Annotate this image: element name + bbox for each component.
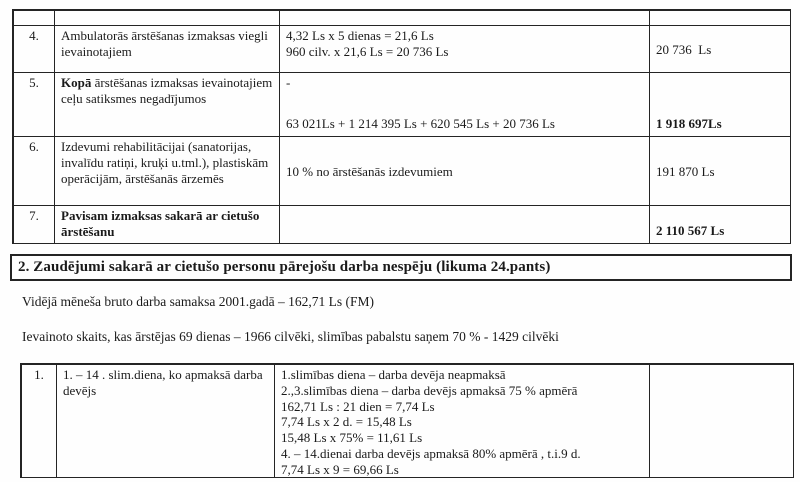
description-cell: Pavisam izmaksas sakarā ar cietušo ārstē… [55,206,280,244]
row-number-cell: 1. [22,365,57,478]
description-cell [55,11,280,26]
stray-dash-mark: - [286,75,291,90]
calc-line: 2.,3.slimības diena – darba devējs apmak… [281,382,578,398]
injured-count-note: Ievainoto skaits, kas ārstējas 69 dienas… [22,329,559,344]
calculation-cell [280,206,650,244]
description-bold-word: Kopā [61,75,92,90]
calculation-cell: 1.slimības diena – darba devēja neapmaks… [275,365,650,478]
description-cell: Izdevumi rehabilitācijai (sanatorijas, i… [55,137,280,206]
calc-line: 162,71 Ls : 21 dien = 7,74 Ls [281,398,435,414]
avg-salary-note: Vidējā mēneša bruto darba samaksa 2001.g… [22,294,374,309]
calculation-cell: 4,32 Ls x 5 dienas = 21,6 Ls 960 cilv. x… [280,26,650,73]
row-number-cell: 5. [14,73,55,137]
amount-cell: 1 918 697Ls [650,73,791,137]
calculation-cell: - 63 021Ls + 1 214 395 Ls + 620 545 Ls +… [280,73,650,137]
amount-cell [650,365,794,478]
section-heading: 2. Zaudējumi sakarā ar cietušo personu p… [18,259,551,275]
amount-cell [650,11,791,26]
calc-line: 4. – 14.dienai darba devējs apmaksā 80% … [281,445,581,461]
row-number-cell: 6. [14,137,55,206]
row-number-cell [14,11,55,26]
calc-line: 15,48 Ls x 75% = 11,61 Ls [281,430,423,446]
calculation-cell: 10 % no ārstēšanās izdevumiem [280,137,650,206]
row-number-cell: 4. [14,26,55,73]
description-text: ārstēšanas izmaksas ievainotajiem ceļu s… [61,75,273,106]
calc-line: 7,74 Ls x 2 d. = 15,48 Ls [281,414,412,430]
calc-line: 1.slimības diena – darba devēja neapmaks… [281,367,506,382]
description-cell: Ambulatorās ārstēšanas izmaksas viegli i… [55,26,280,73]
calc-line: 7,74 Ls x 9 = 69,66 Ls [281,461,399,477]
treatment-costs-table: 4. Ambulatorās ārstēšanas izmaksas viegl… [12,9,791,244]
amount-cell: 20 736 Ls [650,26,791,73]
calc-line: 960 cilv. x 21,6 Ls = 20 736 Ls [286,43,449,59]
description-cell: 1. – 14 . slim.diena, ko apmaksā darba d… [57,365,275,478]
amount-cell: 191 870 Ls [650,137,791,206]
sick-pay-table: 1. 1. – 14 . slim.diena, ko apmaksā darb… [20,363,794,478]
section-heading-box: 2. Zaudējumi sakarā ar cietušo personu p… [10,254,792,281]
calc-line: 4,32 Ls x 5 dienas = 21,6 Ls [286,28,434,43]
calc-line: 63 021Ls + 1 214 395 Ls + 620 545 Ls + 2… [286,116,555,132]
calculation-cell [280,11,650,26]
description-cell: Kopā ārstēšanas izmaksas ievainotajiem c… [55,73,280,137]
row-number-cell: 7. [14,206,55,244]
amount-cell: 2 110 567 Ls [650,206,791,244]
